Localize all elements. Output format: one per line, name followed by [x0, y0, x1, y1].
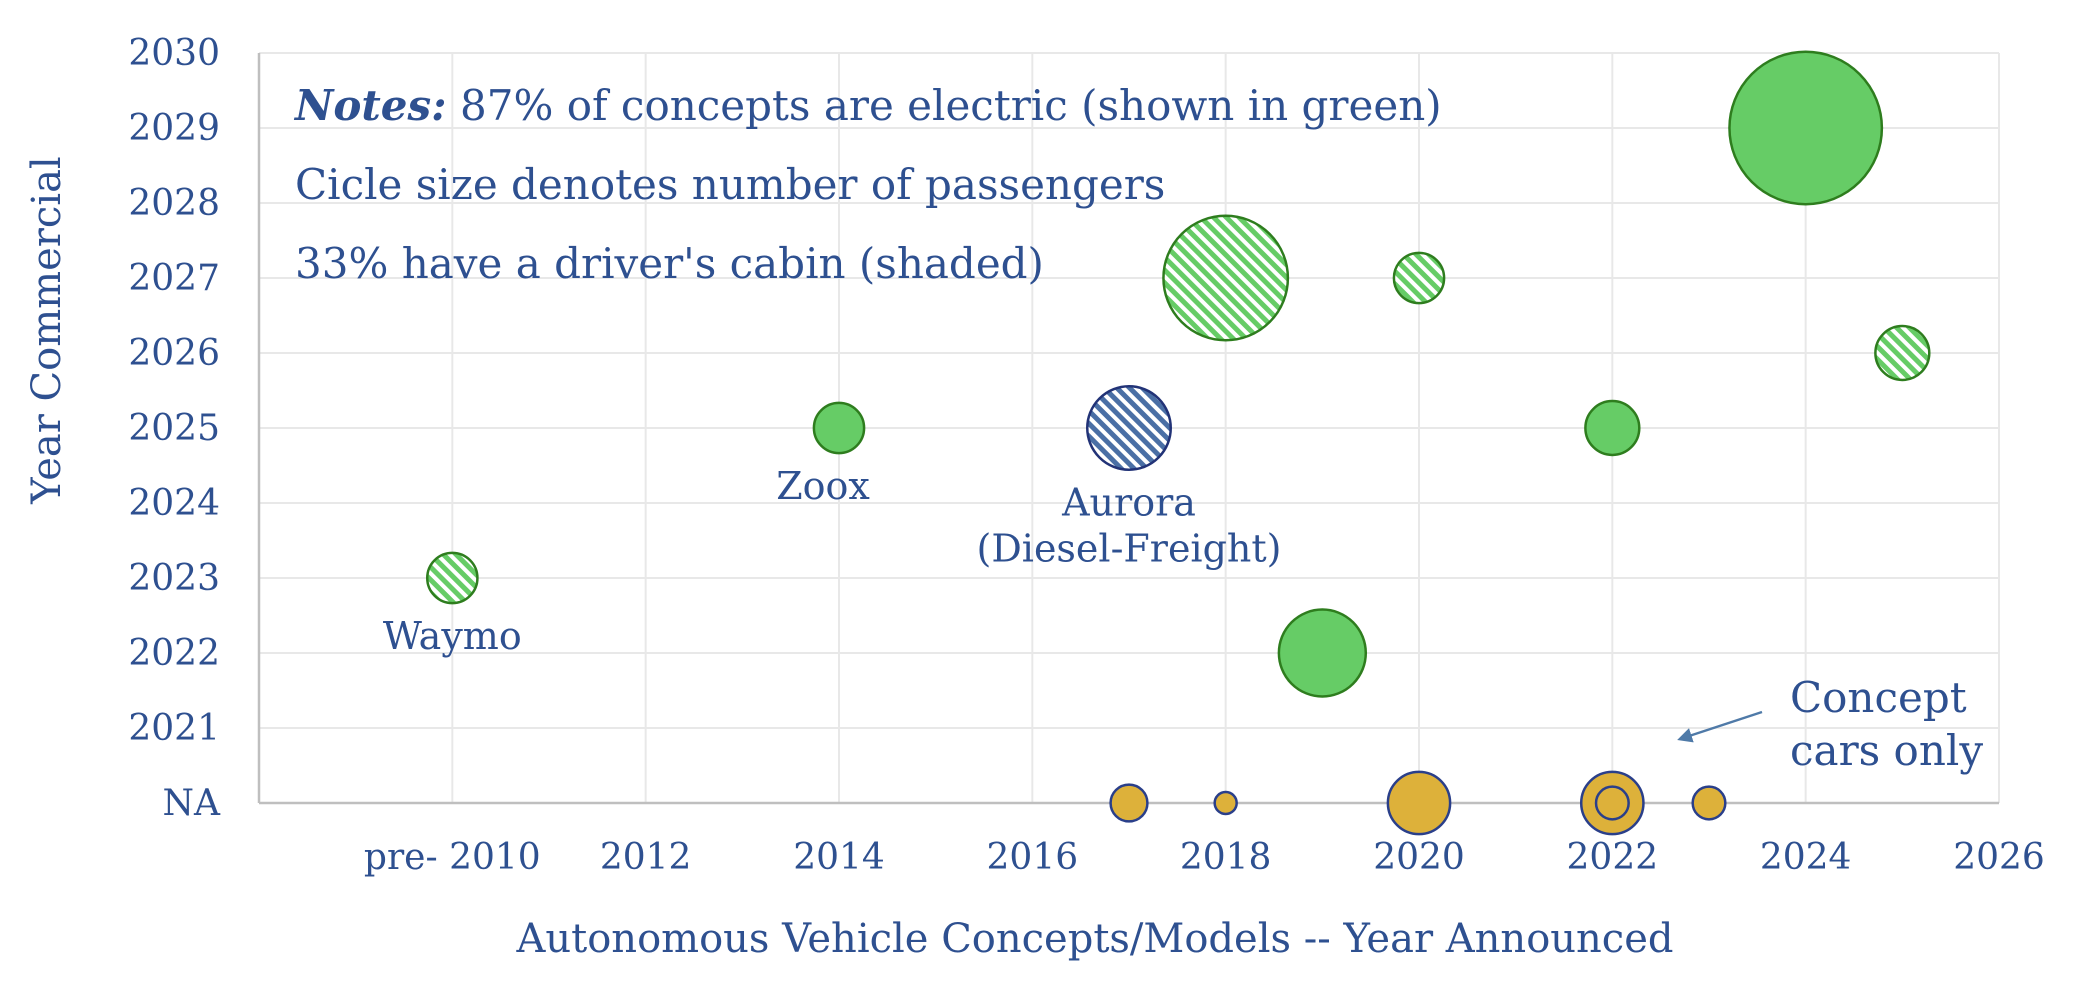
concept-annotation: Concept cars only — [1677, 673, 1983, 775]
bubble-point — [1691, 785, 1727, 821]
bubble-point — [1213, 790, 1238, 816]
y-tick-labels: NA 2021 2022 2023 2024 2025 2026 2027 2028 2029 20… — [128, 33, 221, 824]
notes-line-1: Notes: 87% of concepts are electric (sho… — [293, 81, 1442, 130]
y-tick-label: 2029 — [128, 108, 220, 149]
notes-line-1-text: 87% of concepts are electric (shown in g… — [447, 81, 1442, 130]
x-tick-label: 2016 — [987, 837, 1079, 878]
point-label: (Diesel-Freight) — [977, 527, 1282, 571]
bubble-point — [1109, 783, 1149, 823]
x-tick-label: 2014 — [793, 837, 885, 878]
annotation-arrow — [1677, 710, 1763, 743]
y-tick-label: 2024 — [128, 483, 220, 524]
y-tick-label: NA — [163, 783, 222, 824]
x-tick-label: 2022 — [1567, 837, 1659, 878]
notes-line-2: Cicle size denotes number of passengers — [295, 160, 1165, 209]
x-tick-label: 2026 — [1953, 837, 2045, 878]
x-tick-label: 2012 — [600, 837, 692, 878]
x-tick-label: 2024 — [1760, 837, 1852, 878]
annotation-line-2: cars only — [1790, 726, 1983, 775]
bubble-point — [425, 551, 479, 605]
notes-line-3: 33% have a driver's cabin (shaded) — [295, 239, 1044, 288]
bubble-point — [1579, 770, 1645, 836]
point-label: Waymo — [383, 614, 522, 658]
bubble-point — [1392, 251, 1446, 305]
bubble-point — [812, 401, 866, 455]
y-tick-label: 2028 — [128, 183, 220, 224]
bubbles — [425, 50, 1931, 836]
bubble-point — [1162, 214, 1290, 342]
y-tick-label: 2027 — [128, 258, 220, 299]
notes-box: Notes: 87% of concepts are electric (sho… — [293, 81, 1442, 288]
x-tick-label: pre- 2010 — [364, 837, 541, 878]
y-tick-label: 2030 — [128, 33, 220, 74]
bubble-point — [1277, 608, 1368, 698]
y-tick-label: 2021 — [128, 708, 220, 749]
x-axis-title: Autonomous Vehicle Concepts/Models -- Ye… — [516, 916, 1674, 962]
y-tick-label: 2022 — [128, 633, 220, 674]
x-tick-label: 2018 — [1180, 837, 1272, 878]
y-tick-label: 2026 — [128, 333, 220, 374]
bubble-point — [1874, 324, 1931, 382]
bubble-point — [1086, 385, 1172, 471]
bubble-point — [1584, 399, 1641, 457]
point-label: Zoox — [776, 464, 870, 508]
y-axis-title: Year Commercial — [24, 156, 70, 504]
y-tick-label: 2023 — [128, 558, 220, 599]
bubble-point — [1728, 50, 1884, 206]
point-label: Aurora — [1061, 481, 1196, 525]
x-tick-label: 2020 — [1373, 837, 1465, 878]
point-labels: Waymo Zoox Aurora(Diesel-Freight) — [383, 464, 1282, 658]
bubble-inner-ring — [1594, 785, 1630, 821]
notes-prefix: Notes: — [293, 81, 447, 130]
annotation-line-1: Concept — [1790, 673, 1967, 722]
bubble-point — [1386, 770, 1452, 836]
y-tick-label: 2025 — [128, 408, 220, 449]
x-tick-labels: pre- 2010 2012 2014 2016 2018 2020 2022 2024 202… — [364, 837, 2045, 878]
